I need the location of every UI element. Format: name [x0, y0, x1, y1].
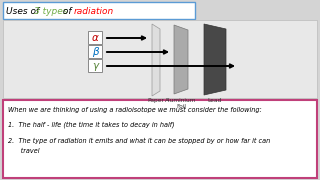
- FancyBboxPatch shape: [88, 31, 102, 44]
- FancyBboxPatch shape: [3, 100, 317, 178]
- FancyBboxPatch shape: [3, 2, 195, 19]
- Text: Uses of: Uses of: [6, 6, 42, 15]
- Text: Lead: Lead: [208, 98, 222, 103]
- Text: When we are thinking of using a radioisotope we must consider the following:: When we are thinking of using a radioiso…: [8, 107, 262, 113]
- Text: β: β: [92, 47, 98, 57]
- Text: radiation: radiation: [74, 6, 114, 15]
- Text: travel: travel: [8, 148, 39, 154]
- FancyBboxPatch shape: [88, 59, 102, 72]
- Text: Aluminium
Foil: Aluminium Foil: [165, 98, 197, 109]
- Text: 1.  The half - life (the time it takes to decay in half): 1. The half - life (the time it takes to…: [8, 121, 174, 128]
- Text: 3 types: 3 types: [35, 6, 68, 15]
- Text: α: α: [92, 33, 99, 43]
- Polygon shape: [204, 24, 226, 95]
- FancyBboxPatch shape: [88, 45, 102, 58]
- Text: γ: γ: [92, 61, 98, 71]
- Polygon shape: [174, 25, 188, 94]
- Text: Paper: Paper: [148, 98, 164, 103]
- Text: of: of: [60, 6, 75, 15]
- Polygon shape: [152, 24, 160, 96]
- Text: 2.  The type of radiation it emits and what it can be stopped by or how far it c: 2. The type of radiation it emits and wh…: [8, 138, 270, 144]
- FancyBboxPatch shape: [3, 20, 317, 98]
